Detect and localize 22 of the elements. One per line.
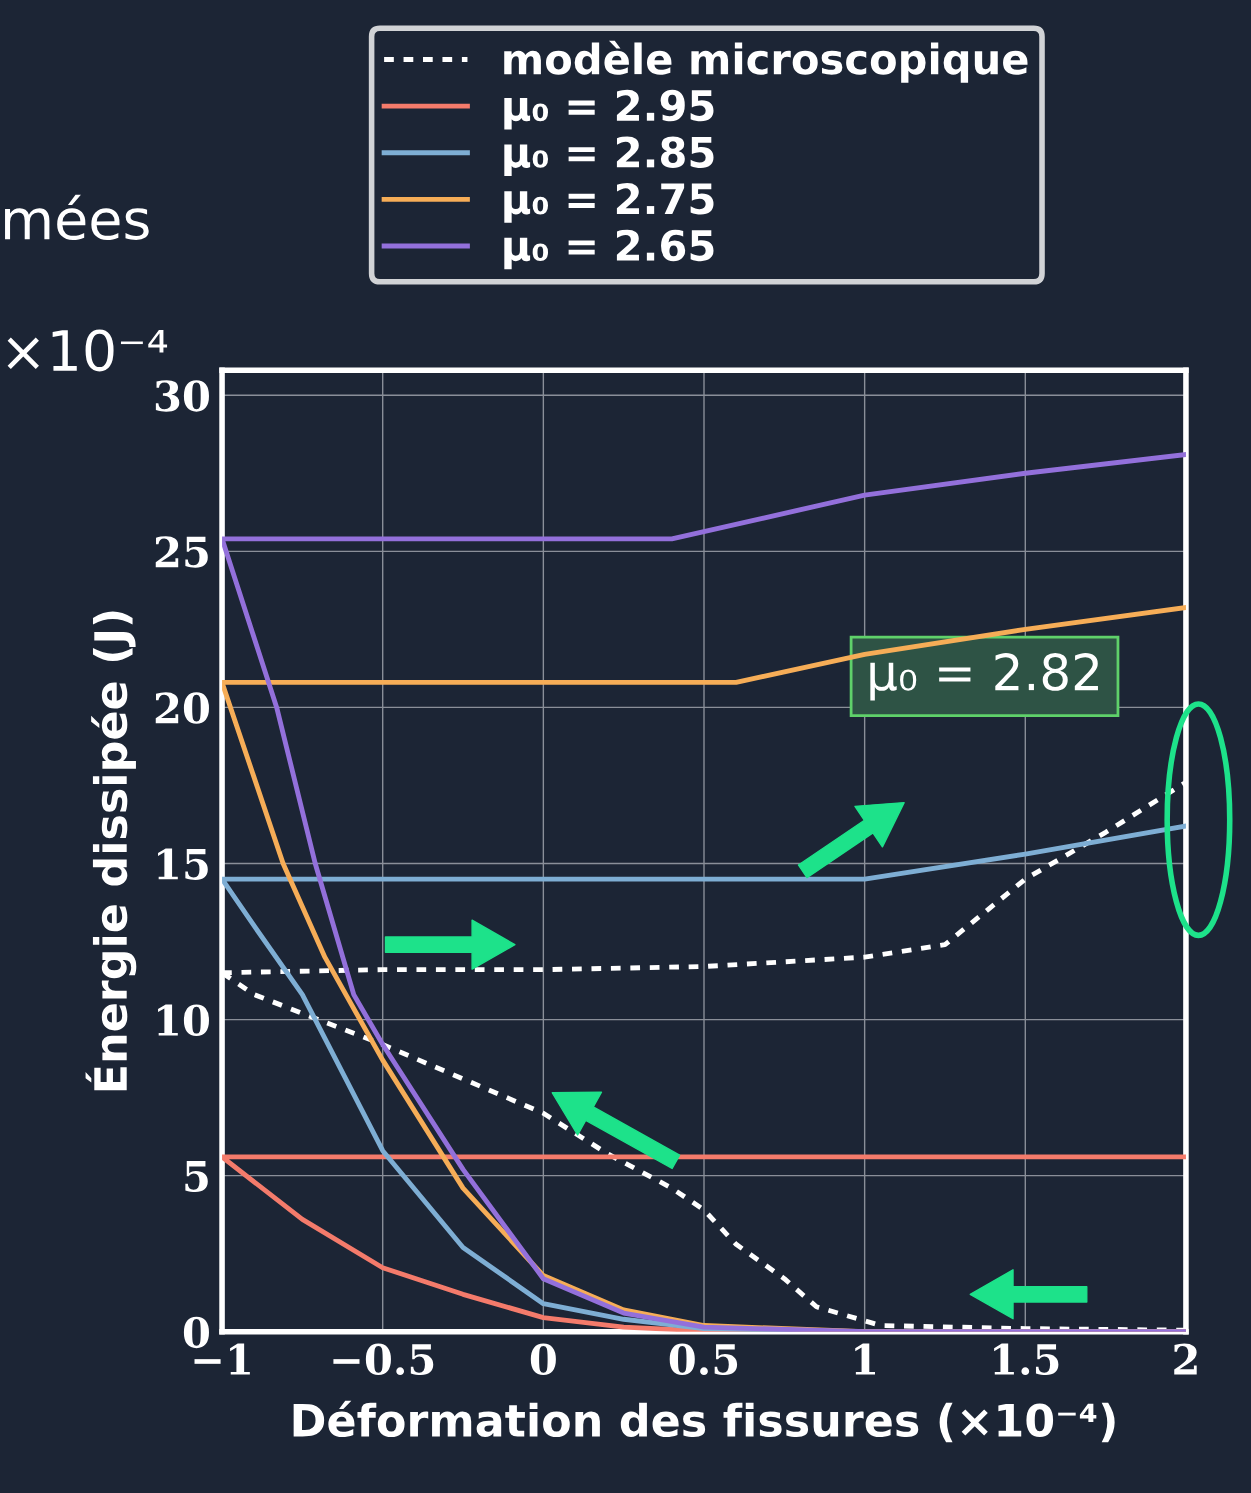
legend-label: μ₀ = 2.95	[504, 89, 714, 130]
x-tick-label: 1.5	[994, 1343, 1059, 1376]
x-tick-label: 0	[530, 1343, 556, 1376]
x-axis-title: Déformation des fissures (×10⁻⁴)	[293, 1400, 1115, 1443]
x-tick-label: −0.5	[333, 1343, 434, 1376]
x-tick-label: 1	[855, 1343, 875, 1375]
y-tick-label: 5	[185, 1161, 208, 1193]
x-tick-label: 0.5	[669, 1343, 738, 1376]
text: mées	[5, 194, 149, 241]
legend-label: μ₀ = 2.85	[504, 136, 714, 177]
y-tick-label: 15	[158, 848, 208, 880]
legend-label: modèle microscopique	[504, 40, 1028, 83]
text: ×10⁻⁴	[7, 329, 168, 372]
y-tick-label: 25	[155, 536, 208, 568]
y-tick-label: 20	[155, 692, 209, 724]
legend-label: μ₀ = 2.65	[504, 229, 714, 270]
legend-label: μ₀ = 2.75	[504, 183, 714, 223]
x-tick-label: 2	[1174, 1343, 1197, 1375]
y-tick-label: 10	[158, 1004, 209, 1037]
y-tick-label: 30	[155, 380, 209, 412]
annotation: μ₀ = 2.82	[870, 653, 1098, 701]
y-axis-title: Énergie dissipée (J)	[85, 611, 137, 1091]
